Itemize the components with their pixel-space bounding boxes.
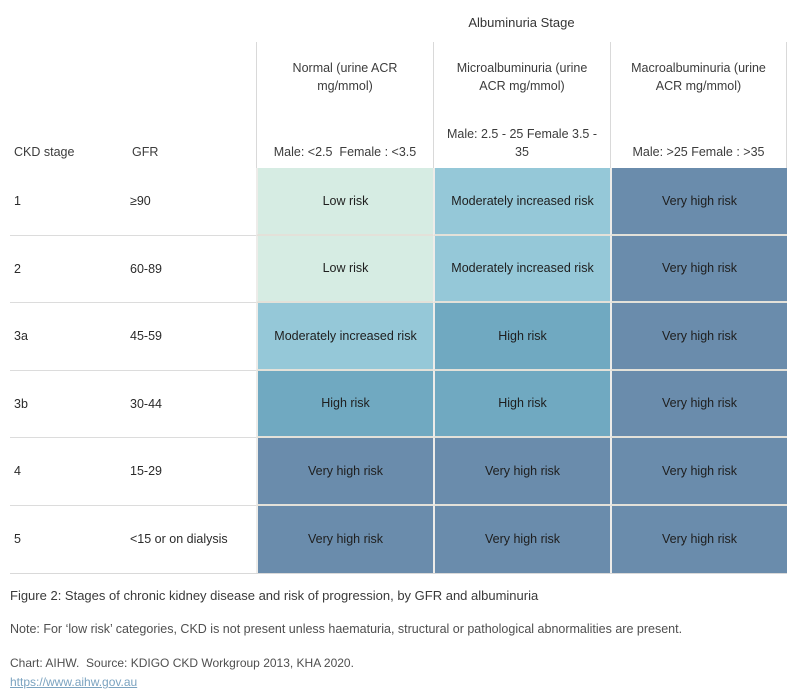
figure-note: Note: For ‘low risk’ categories, CKD is … [10,622,683,636]
matrix-body: 1 ≥90 Low risk Moderately increased risk Ver… [10,168,787,574]
risk-cell: Moderately increased risk [433,168,610,236]
albuminuria-col-header: Microalbuminuria (urine ACR mg/mmol) Male… [433,42,610,168]
source-link-row: https://www.aihw.gov.au [10,675,787,689]
ckd-stage-cell: 5 [10,505,128,573]
risk-cell: High risk [256,370,433,438]
albuminuria-col-label: Macroalbuminuria (urine ACR mg/mmol) [631,61,766,94]
ckd-stage-cell: 4 [10,438,128,506]
albuminuria-col-header: Normal (urine ACR mg/mmol) Male: <2.5 Fem… [256,42,433,168]
risk-cell: Very high risk [610,505,787,573]
aihw-link[interactable]: https://www.aihw.gov.au [10,675,138,689]
albuminuria-col-threshold: Male: <2.5 Female : <3.5 [273,144,417,159]
figure-caption: Figure 2: Stages of chronic kidney disea… [10,588,539,603]
gfr-column-header: GFR [132,145,159,159]
risk-cell: High risk [433,370,610,438]
risk-cell: Very high risk [610,303,787,371]
gfr-cell: ≥90 [128,168,256,236]
ckd-stage-cell: 3b [10,370,128,438]
albuminuria-col-label: Microalbuminuria (urine ACR mg/mmol) [456,61,588,94]
risk-cell: Very high risk [433,505,610,573]
risk-cell: Moderately increased risk [433,235,610,303]
chart-title: Albuminuria Stage [468,15,575,30]
albuminuria-col-label: Normal (urine ACR mg/mmol) [292,61,398,94]
risk-cell: Very high risk [256,438,433,506]
risk-cell: Moderately increased risk [256,303,433,371]
risk-cell: Very high risk [610,438,787,506]
albuminuria-col-header: Macroalbuminuria (urine ACR mg/mmol) Male… [610,42,787,168]
gfr-cell: 60-89 [128,235,256,303]
risk-cell: Very high risk [610,235,787,303]
ckd-stage-cell: 2 [10,235,128,303]
gfr-cell: 15-29 [128,438,256,506]
albuminuria-col-threshold: Male: >25 Female : >35 [632,144,765,159]
risk-cell: Very high risk [256,505,433,573]
risk-cell: High risk [433,303,610,371]
albuminuria-col-threshold: Male: 2.5 - 25 Female 3.5 - 35 [446,126,598,159]
risk-cell: Low risk [256,235,433,303]
gfr-cell: 30-44 [128,370,256,438]
gfr-cell: <15 or on dialysis [128,505,256,573]
risk-cell: Low risk [256,168,433,236]
gfr-cell: 45-59 [128,303,256,371]
risk-cell: Very high risk [610,168,787,236]
ckd-stage-cell: 3a [10,303,128,371]
figure-source: Chart: AIHW. Source: KDIGO CKD Workgroup… [10,656,354,670]
matrix-header: CKD stage GFR Normal (urine ACR mg/mmol)… [10,42,787,168]
ckd-stage-cell: 1 [10,168,128,236]
risk-cell: Very high risk [610,370,787,438]
ckd-stage-column-header: CKD stage [14,145,75,159]
risk-cell: Very high risk [433,438,610,506]
